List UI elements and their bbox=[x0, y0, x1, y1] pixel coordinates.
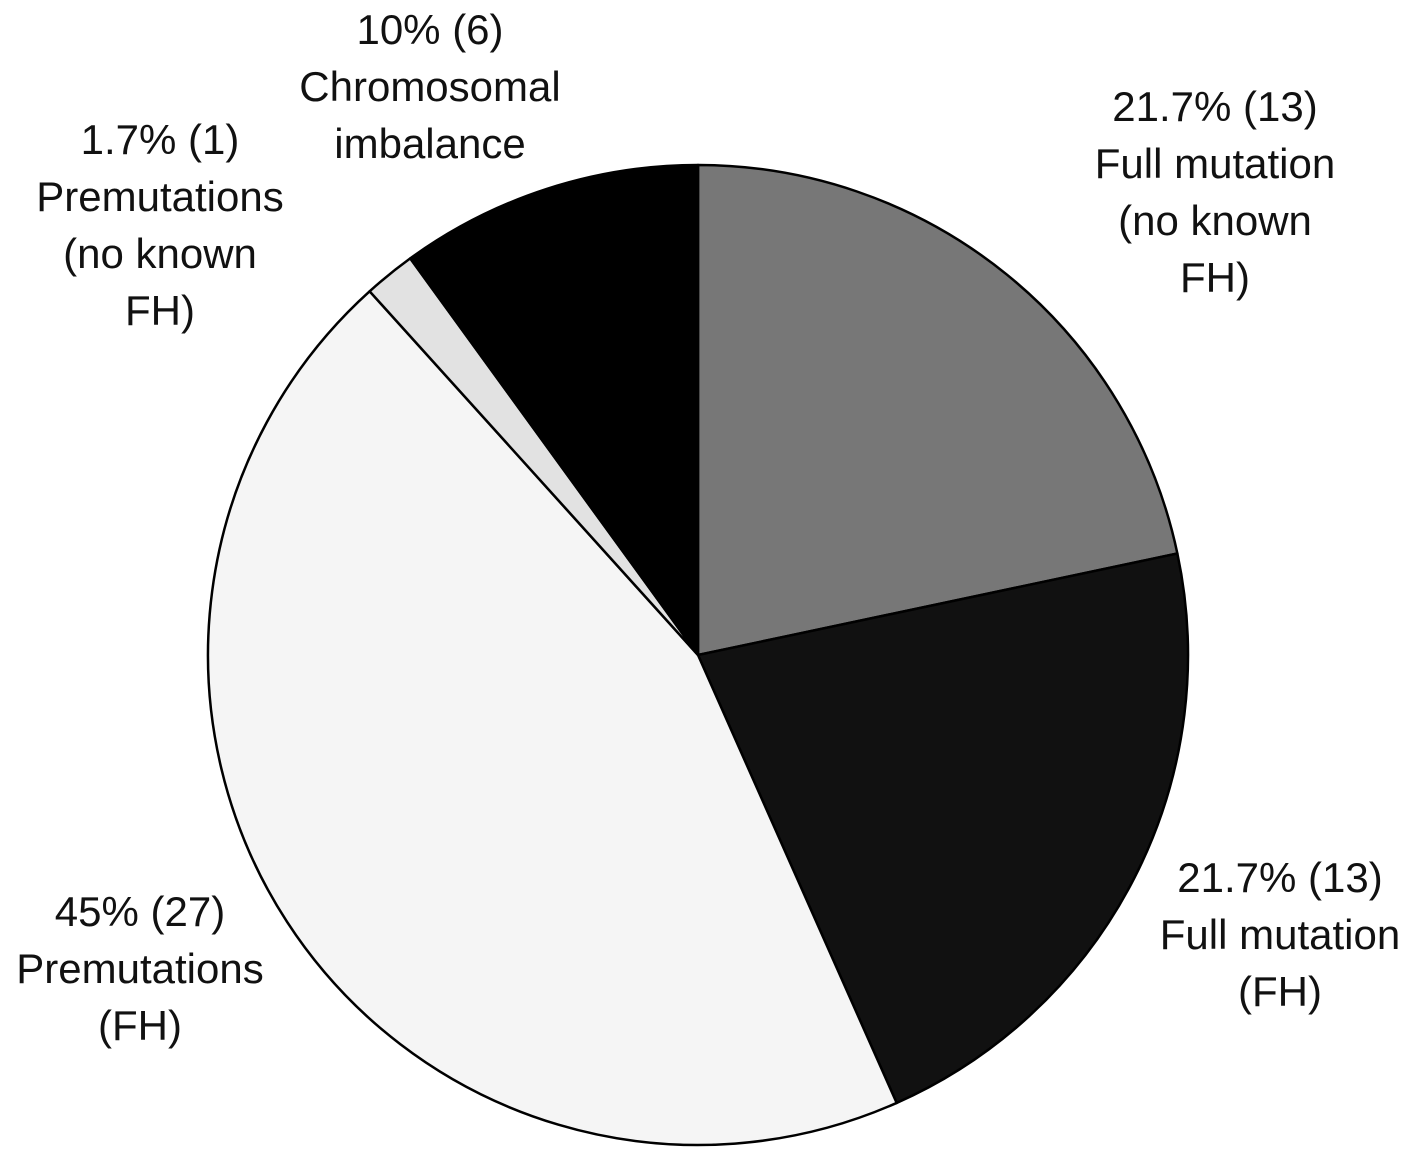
pie-slice bbox=[696, 552, 1190, 1105]
category-label: Full mutation (FH) bbox=[1159, 911, 1401, 1015]
category-label: Premutations (FH) bbox=[16, 945, 264, 1049]
value-label: 21.7% (13) bbox=[1112, 83, 1318, 130]
category-label: Chromosomal imbalance bbox=[299, 63, 561, 167]
pie-slice bbox=[408, 163, 700, 657]
value-label: 21.7% (13) bbox=[1177, 854, 1383, 901]
slice-label: 45% (27) Premutations (FH) bbox=[8, 883, 273, 1054]
slice-label: 10% (6) Chromosomal imbalance bbox=[280, 1, 580, 172]
value-label: 10% (6) bbox=[356, 6, 504, 53]
pie-slice bbox=[696, 163, 1179, 657]
pie-slice bbox=[206, 290, 898, 1147]
slice-label: 21.7% (13) Full mutation (no known FH) bbox=[1083, 78, 1348, 306]
category-label: Full mutation (no known FH) bbox=[1094, 140, 1336, 301]
category-label: Premutations (no known FH) bbox=[36, 173, 284, 334]
slice-label: 21.7% (13) Full mutation (FH) bbox=[1148, 849, 1413, 1020]
value-label: 1.7% (1) bbox=[80, 116, 240, 163]
slice-label: 1.7% (1) Premutations (no known FH) bbox=[28, 111, 293, 339]
value-label: 45% (27) bbox=[54, 888, 226, 935]
